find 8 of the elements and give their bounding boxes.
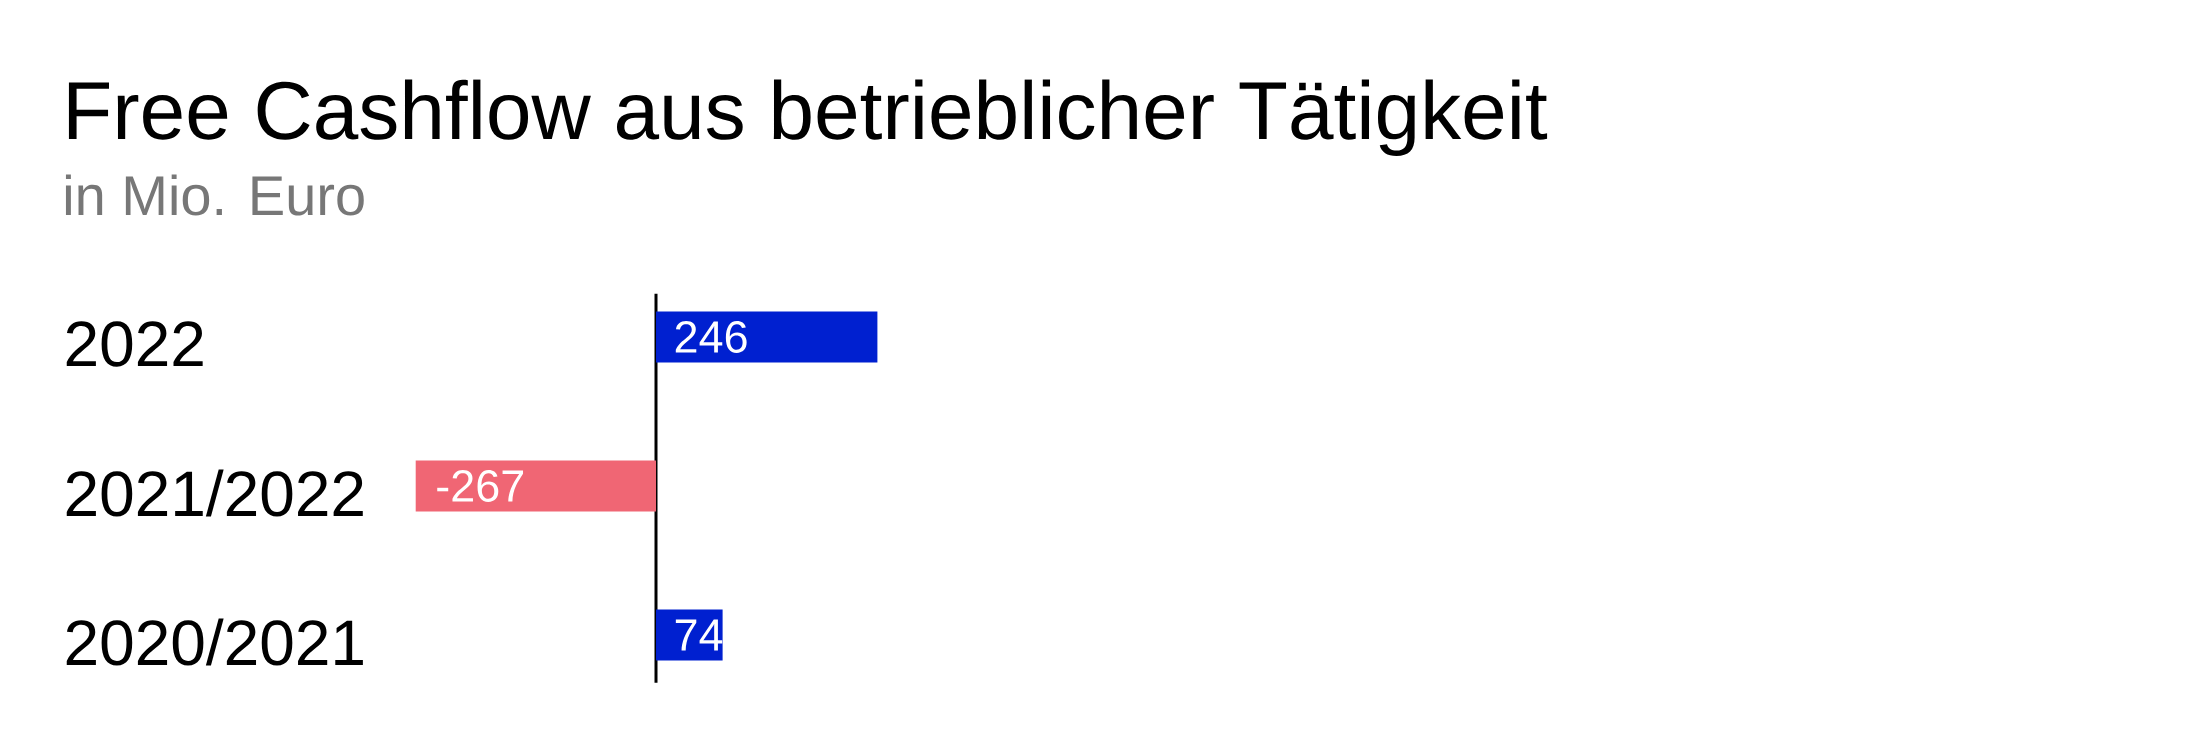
chart-title: Free Cashflow aus betrieblicher Tätigkeit: [68, 79, 1548, 157]
y-tick-label: 2020/2021: [66, 618, 363, 666]
y-tick-label: 2021/2022: [66, 469, 363, 517]
data-label: 74: [675, 619, 723, 651]
data-label: -267: [437, 470, 524, 502]
y-tick-label: 2022: [66, 321, 203, 367]
chart-subtitle: in Mio. Euro: [65, 174, 364, 216]
data-label: 246: [675, 321, 747, 353]
